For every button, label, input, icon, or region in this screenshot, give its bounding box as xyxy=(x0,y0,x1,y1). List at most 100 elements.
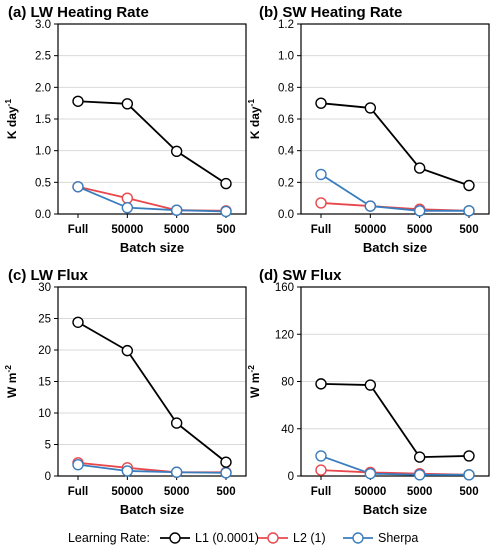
chart-panel-2: 0.0 0.2 0.4 0.6 0.8 1.0 1.2 Full 50000 5000 500 (b)… xyxy=(246,4,490,255)
y-tick-label: 0.0 xyxy=(278,209,294,221)
y-tick-label: 1.2 xyxy=(278,19,294,31)
x-tick-label: Full xyxy=(68,486,88,498)
legend-swatch-marker xyxy=(352,532,364,544)
x-tick-label: 500 xyxy=(459,224,478,236)
x-axis-label: Batch size xyxy=(120,240,184,255)
data-point xyxy=(315,197,327,209)
data-point xyxy=(72,95,84,107)
data-point xyxy=(463,205,475,217)
legend-entry: L1 (0.0001) xyxy=(195,531,259,545)
y-tick-label: 0.0 xyxy=(35,209,51,221)
legend-title: Learning Rate: xyxy=(68,531,150,545)
series-line-l1 xyxy=(77,100,227,185)
data-point xyxy=(315,378,327,390)
y-tick-label: 3.0 xyxy=(35,19,51,31)
x-tick-label: 50000 xyxy=(354,224,386,236)
y-tick-label: 0.8 xyxy=(278,82,294,94)
data-point xyxy=(72,458,84,471)
data-point xyxy=(121,344,134,357)
data-point xyxy=(315,168,327,181)
y-tick-label: 160 xyxy=(275,282,294,294)
series-line-l1 xyxy=(77,321,227,463)
y-axis-label: W m-2 xyxy=(3,365,19,398)
series-line-sherpa xyxy=(320,455,469,476)
x-axis-label: Batch size xyxy=(120,502,184,517)
data-point xyxy=(463,469,475,481)
series-line-sherpa xyxy=(77,185,227,213)
y-tick-label: 0.6 xyxy=(278,114,294,126)
data-point xyxy=(413,469,426,481)
y-tick-label: 0.2 xyxy=(278,177,294,189)
y-tick-label: 2.0 xyxy=(35,82,51,94)
data-point xyxy=(121,201,134,214)
data-point xyxy=(364,200,377,212)
chart-panel-4: 0 40 80 120 160 Full 50000 5000 500 (d) SW Flux Ba… xyxy=(246,267,490,517)
y-tick-label: 20 xyxy=(38,345,51,357)
data-point xyxy=(121,465,134,477)
x-tick-label: Full xyxy=(311,486,331,498)
data-point xyxy=(220,456,232,468)
data-point xyxy=(170,466,183,478)
x-tick-label: 500 xyxy=(216,224,235,236)
legend-swatch-marker xyxy=(267,532,279,544)
data-point xyxy=(315,464,327,476)
panel-title: (b) SW Heating Rate xyxy=(259,4,402,21)
x-tick-label: 50000 xyxy=(111,486,143,498)
y-tick-label: 0.5 xyxy=(35,177,51,189)
data-point xyxy=(463,450,475,462)
y-tick-label: 10 xyxy=(38,408,51,420)
y-tick-label: 120 xyxy=(275,329,294,341)
x-tick-label: 5000 xyxy=(164,486,190,498)
y-tick-label: 15 xyxy=(38,377,51,389)
x-tick-label: 5000 xyxy=(164,224,190,236)
legend-swatch-marker xyxy=(169,532,181,544)
y-tick-label: 2.5 xyxy=(35,51,51,63)
chart-panel-3: 0 5 10 15 20 25 30 Full 50000 5000 500 (c) LW Flux B… xyxy=(3,267,247,517)
data-point xyxy=(315,97,327,109)
data-point xyxy=(364,379,377,391)
panel-title: (a) LW Heating Rate xyxy=(8,4,149,21)
legend: Learning Rate: L1 (0.0001) L2 (1) Sherpa xyxy=(68,531,418,545)
data-point xyxy=(463,179,475,192)
data-point xyxy=(413,205,426,217)
data-point xyxy=(170,204,183,216)
x-tick-label: Full xyxy=(311,224,331,236)
y-tick-label: 1.0 xyxy=(278,51,294,63)
x-axis-label: Batch size xyxy=(363,502,427,517)
series-line-sherpa xyxy=(77,463,227,474)
data-point xyxy=(170,417,183,429)
data-point xyxy=(121,98,134,110)
panel-title: (d) SW Flux xyxy=(259,267,342,284)
y-tick-label: 0 xyxy=(288,471,294,483)
data-point xyxy=(72,181,84,193)
x-tick-label: 5000 xyxy=(407,224,433,236)
data-point xyxy=(364,102,377,114)
y-tick-label: 5 xyxy=(45,440,51,452)
y-tick-label: 0.4 xyxy=(278,146,295,158)
x-tick-label: 50000 xyxy=(354,486,386,498)
series-line-l2 xyxy=(77,185,227,212)
data-point xyxy=(220,205,232,218)
legend-entry: L2 (1) xyxy=(293,531,326,545)
x-tick-label: 5000 xyxy=(407,486,433,498)
y-axis-label: K day-1 xyxy=(246,99,262,140)
chart-panel-1: 0.0 0.5 1.0 1.5 2.0 2.5 3.0 Full 50000 5000 500 (a)… xyxy=(3,4,247,255)
y-tick-label: 40 xyxy=(281,424,294,436)
series-line-l1 xyxy=(320,382,470,459)
data-point xyxy=(170,145,183,158)
x-tick-label: 50000 xyxy=(111,224,143,236)
series-line-sherpa xyxy=(320,173,469,212)
series-line-l1 xyxy=(320,102,470,187)
panel-title: (c) LW Flux xyxy=(8,267,89,284)
x-axis-label: Batch size xyxy=(363,240,427,255)
x-tick-label: 500 xyxy=(459,486,478,498)
data-point xyxy=(220,467,232,479)
data-point xyxy=(72,316,84,328)
data-point xyxy=(220,177,232,190)
x-tick-label: Full xyxy=(68,224,88,236)
data-point xyxy=(364,467,377,480)
y-tick-label: 30 xyxy=(38,282,51,294)
y-tick-label: 0 xyxy=(45,471,51,483)
data-point xyxy=(315,450,327,462)
